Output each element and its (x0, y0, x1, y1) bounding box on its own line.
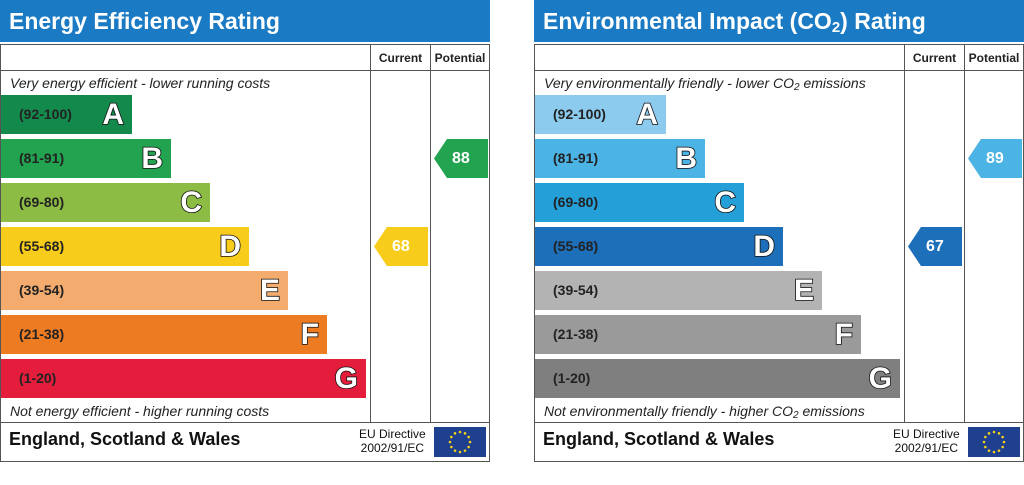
current-rating-arrow: 67 (908, 227, 962, 266)
environmental-impact-panel: Environmental Impact (CO2) Rating Curren… (534, 0, 1024, 462)
energy-efficiency-panel: Energy Efficiency Rating Current Potenti… (0, 0, 490, 462)
band-range-label: (1-20) (19, 370, 57, 386)
band-letter: E (793, 273, 815, 308)
band-letter: A (102, 97, 125, 132)
rating-band-d: (55-68) D (535, 227, 783, 266)
band-letter: D (219, 229, 242, 264)
band-letter: A (636, 97, 659, 132)
band-range-label: (39-54) (19, 282, 65, 298)
rating-band-c: (69-80) C (1, 183, 210, 222)
footer-region: England, Scotland & Wales (543, 429, 775, 449)
band-range-label: (69-80) (553, 194, 599, 210)
potential-column-header: Potential (968, 51, 1020, 65)
band-range-label: (55-68) (553, 238, 599, 254)
band-letter: F (300, 317, 320, 352)
band-range-label: (81-91) (553, 150, 599, 166)
band-range-label: (21-38) (553, 326, 599, 342)
band-range-label: (39-54) (553, 282, 599, 298)
chart-frame: Current Potential Very energy efficient … (0, 44, 490, 462)
band-letter: F (834, 317, 854, 352)
chart-frame: Current Potential Very environmentally f… (534, 44, 1024, 462)
top-note: Very environmentally friendly - lower CO… (544, 75, 866, 93)
rating-band-f: (21-38) F (535, 315, 861, 354)
band-letter: C (180, 185, 203, 220)
band-letter: B (141, 141, 164, 176)
eu-flag-icon (968, 427, 1020, 457)
band-range-label: (69-80) (19, 194, 65, 210)
band-range-label: (81-91) (19, 150, 65, 166)
bottom-note: Not energy efficient - higher running co… (10, 403, 270, 419)
potential-rating-arrow: 88 (434, 139, 488, 178)
band-range-label: (55-68) (19, 238, 65, 254)
band-letter: B (675, 141, 698, 176)
current-column-header: Current (912, 51, 957, 65)
top-note: Very energy efficient - lower running co… (10, 75, 271, 91)
rating-band-f: (21-38) F (1, 315, 327, 354)
rating-band-c: (69-80) C (535, 183, 744, 222)
rating-band-d: (55-68) D (1, 227, 249, 266)
rating-band-g: (1-20) G (535, 359, 900, 398)
band-letter: E (259, 273, 281, 308)
rating-band-b: (81-91) B (1, 139, 171, 178)
band-letter: G (334, 361, 359, 396)
footer-directive: EU Directive 2002/91/EC (359, 427, 426, 455)
band-range-label: (92-100) (19, 106, 72, 122)
panel-title: Environmental Impact (CO2) Rating (534, 0, 1024, 42)
band-range-label: (92-100) (553, 106, 606, 122)
rating-band-a: (92-100) A (535, 95, 666, 134)
current-rating-arrow: 68 (374, 227, 428, 266)
rating-band-b: (81-91) B (535, 139, 705, 178)
rating-band-a: (92-100) A (1, 95, 132, 134)
footer-directive: EU Directive 2002/91/EC (893, 427, 960, 455)
rating-band-e: (39-54) E (1, 271, 288, 310)
potential-rating-arrow: 89 (968, 139, 1022, 178)
potential-column-header: Potential (434, 51, 486, 65)
rating-band-e: (39-54) E (535, 271, 822, 310)
bottom-note: Not environmentally friendly - higher CO… (544, 403, 865, 421)
band-range-label: (21-38) (19, 326, 65, 342)
footer-region: England, Scotland & Wales (9, 429, 241, 449)
eu-flag-icon (434, 427, 486, 457)
current-column-header: Current (378, 51, 423, 65)
rating-band-g: (1-20) G (1, 359, 366, 398)
band-range-label: (1-20) (553, 370, 591, 386)
band-letter: C (714, 185, 737, 220)
band-letter: D (753, 229, 776, 264)
band-letter: G (868, 361, 893, 396)
panel-title: Energy Efficiency Rating (0, 0, 490, 42)
